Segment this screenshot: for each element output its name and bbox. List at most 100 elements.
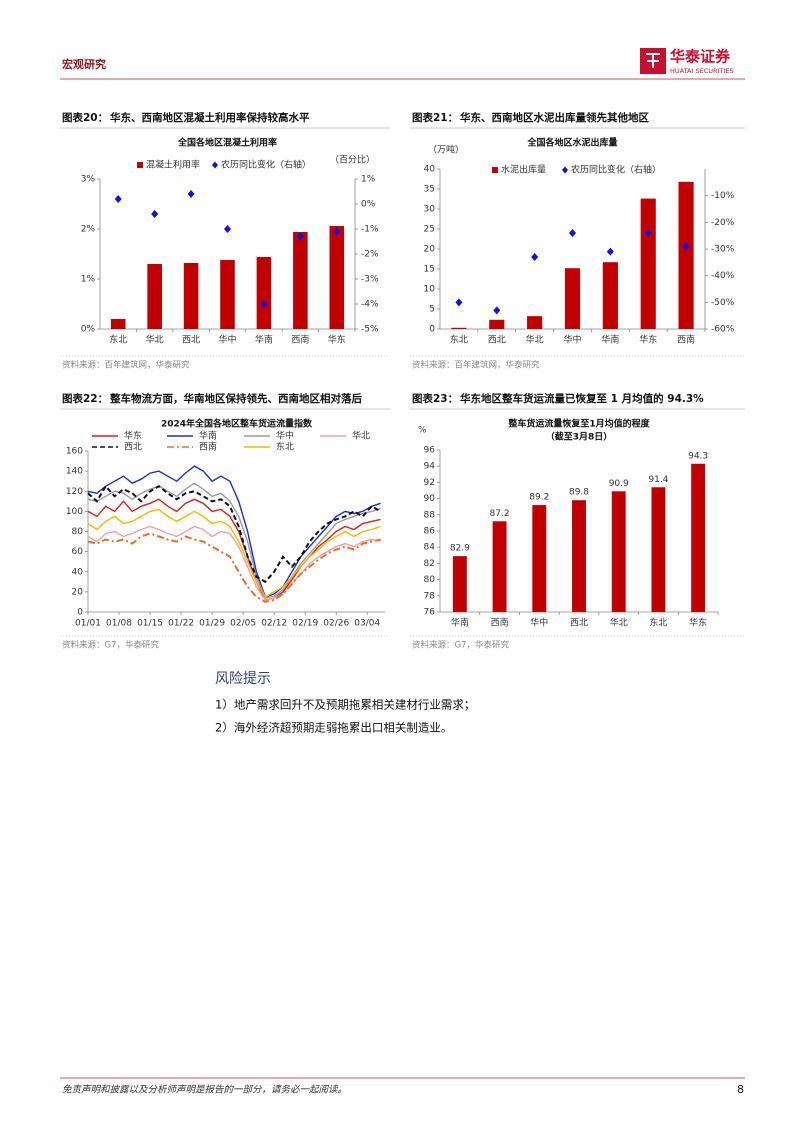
- legend-marker: [562, 166, 568, 174]
- x-tick-label: 02/12: [261, 619, 287, 629]
- caption-label: 图表20：: [62, 111, 108, 124]
- bar: [492, 521, 507, 612]
- bar: [640, 198, 656, 329]
- y-tick-label: 0%: [81, 325, 96, 335]
- source: 资料来源：G7，华泰研究: [62, 640, 159, 651]
- scatter-point: [569, 229, 576, 237]
- y-tick-label: 82: [424, 559, 435, 569]
- y-tick-label: 84: [424, 543, 436, 553]
- y-tick-label: 25: [424, 225, 435, 235]
- x-tick-label: 西北: [570, 618, 588, 629]
- chart-title: 整车货运流量恢复至1月均值的程度: [507, 418, 650, 430]
- value-label: 91.4: [648, 475, 668, 485]
- x-tick-label: 东北: [649, 617, 667, 629]
- section-label: 宏观研究: [62, 57, 106, 71]
- y2-tick-label: -5%: [361, 325, 379, 335]
- scatter-point: [644, 229, 652, 237]
- legend-label: 华东: [124, 430, 142, 442]
- scatter-point: [455, 298, 463, 307]
- y-tick-label: 86: [424, 527, 436, 537]
- scatter-point: [333, 227, 341, 236]
- line: [87, 525, 381, 601]
- bar: [183, 263, 199, 329]
- y-tick-label: 20: [72, 587, 84, 597]
- y2-tick-label: 0%: [361, 200, 376, 210]
- y-tick-label: 3%: [81, 175, 96, 185]
- caption-label: 图表21：: [412, 111, 458, 124]
- y-axis-label: %: [418, 426, 427, 436]
- y-tick-label: 120: [66, 487, 83, 497]
- scatter-point: [224, 225, 231, 233]
- y2-tick-label: -3%: [361, 275, 379, 285]
- y-tick-label: 140: [66, 467, 83, 477]
- value-label: 90.9: [609, 479, 629, 489]
- x-tick-label: 01/08: [106, 619, 132, 629]
- x-tick-label: 华中: [530, 617, 548, 629]
- y-tick-label: 15: [424, 265, 435, 275]
- x-tick-label: 01/22: [168, 619, 194, 629]
- x-tick-label: 华中: [218, 334, 236, 346]
- y-tick-label: 2%: [81, 225, 96, 235]
- y2-tick-label: -10%: [711, 191, 735, 201]
- bar: [489, 319, 505, 329]
- bar: [452, 556, 467, 612]
- x-tick-label: 02/26: [323, 619, 349, 629]
- legend-marker: [212, 161, 218, 169]
- y-tick-label: 40: [72, 567, 84, 577]
- caption: 华东地区整车货运流量已恢复至 1 月均值的 94.3%: [460, 392, 704, 405]
- line: [87, 508, 381, 598]
- y2-tick-label: -50%: [711, 298, 735, 308]
- x-tick-label: 华南: [451, 617, 469, 629]
- risk-title: 风险提示: [215, 671, 271, 687]
- y-tick-label: 1%: [81, 275, 96, 285]
- y-tick-label: 30: [424, 205, 436, 215]
- value-label: 87.2: [490, 509, 510, 519]
- value-label: 89.8: [569, 488, 589, 498]
- brand-en: HUATAI SECURITIES: [670, 67, 734, 75]
- chart-title: 全国各地区混凝土利用率: [177, 137, 277, 149]
- bar: [602, 262, 618, 329]
- y-tick-label: 80: [424, 575, 436, 585]
- chart-subtitle: （截至3月8日）: [546, 431, 613, 443]
- line: [87, 498, 381, 601]
- scatter-point: [493, 306, 501, 315]
- x-tick-label: 02/05: [230, 619, 256, 629]
- scatter-point: [531, 253, 539, 261]
- bar: [110, 319, 126, 329]
- y-tick-label: 80: [72, 527, 84, 537]
- legend-label: 东北: [276, 441, 294, 453]
- y-tick-label: 94: [424, 462, 436, 472]
- x-tick-label: 01/15: [137, 619, 163, 629]
- legend-label: 华北: [352, 430, 370, 442]
- brand: 华泰证券: [670, 48, 731, 66]
- caption: 华东、西南地区混凝土利用率保持较高水平: [110, 111, 310, 124]
- y2-tick-label: -1%: [361, 225, 379, 235]
- legend-label: 农历同比变化（右轴）: [221, 159, 311, 171]
- y2-tick-label: -2%: [361, 250, 379, 260]
- bar: [691, 463, 706, 612]
- legend-label: 华中: [276, 430, 294, 442]
- bar: [611, 491, 626, 612]
- y-tick-label: 100: [66, 507, 83, 517]
- x-tick-label: 01/01: [75, 619, 101, 629]
- x-tick-label: 华北: [526, 334, 544, 346]
- y2-tick-label: 1%: [361, 175, 376, 185]
- source: 资料来源：百年建筑网，华泰研究: [412, 360, 540, 371]
- x-tick-label: 西南: [291, 334, 309, 346]
- bar: [329, 226, 345, 329]
- y-tick-label: 76: [424, 608, 436, 618]
- caption-label: 图表22：: [62, 392, 108, 405]
- x-tick-label: 华中: [563, 334, 581, 346]
- x-tick-label: 西南: [491, 617, 509, 629]
- bar: [527, 316, 543, 329]
- bar: [564, 268, 581, 329]
- value-label: 89.2: [529, 493, 549, 503]
- source: 资料来源：百年建筑网，华泰研究: [62, 360, 190, 371]
- y-tick-label: 35: [424, 185, 435, 195]
- chart-title: 2024年全国各地区整车货运流量指数: [161, 418, 313, 430]
- x-tick-label: 华北: [610, 617, 628, 629]
- scatter-point: [606, 247, 614, 256]
- legend-label: 西南: [199, 441, 217, 453]
- scatter-point: [260, 300, 268, 308]
